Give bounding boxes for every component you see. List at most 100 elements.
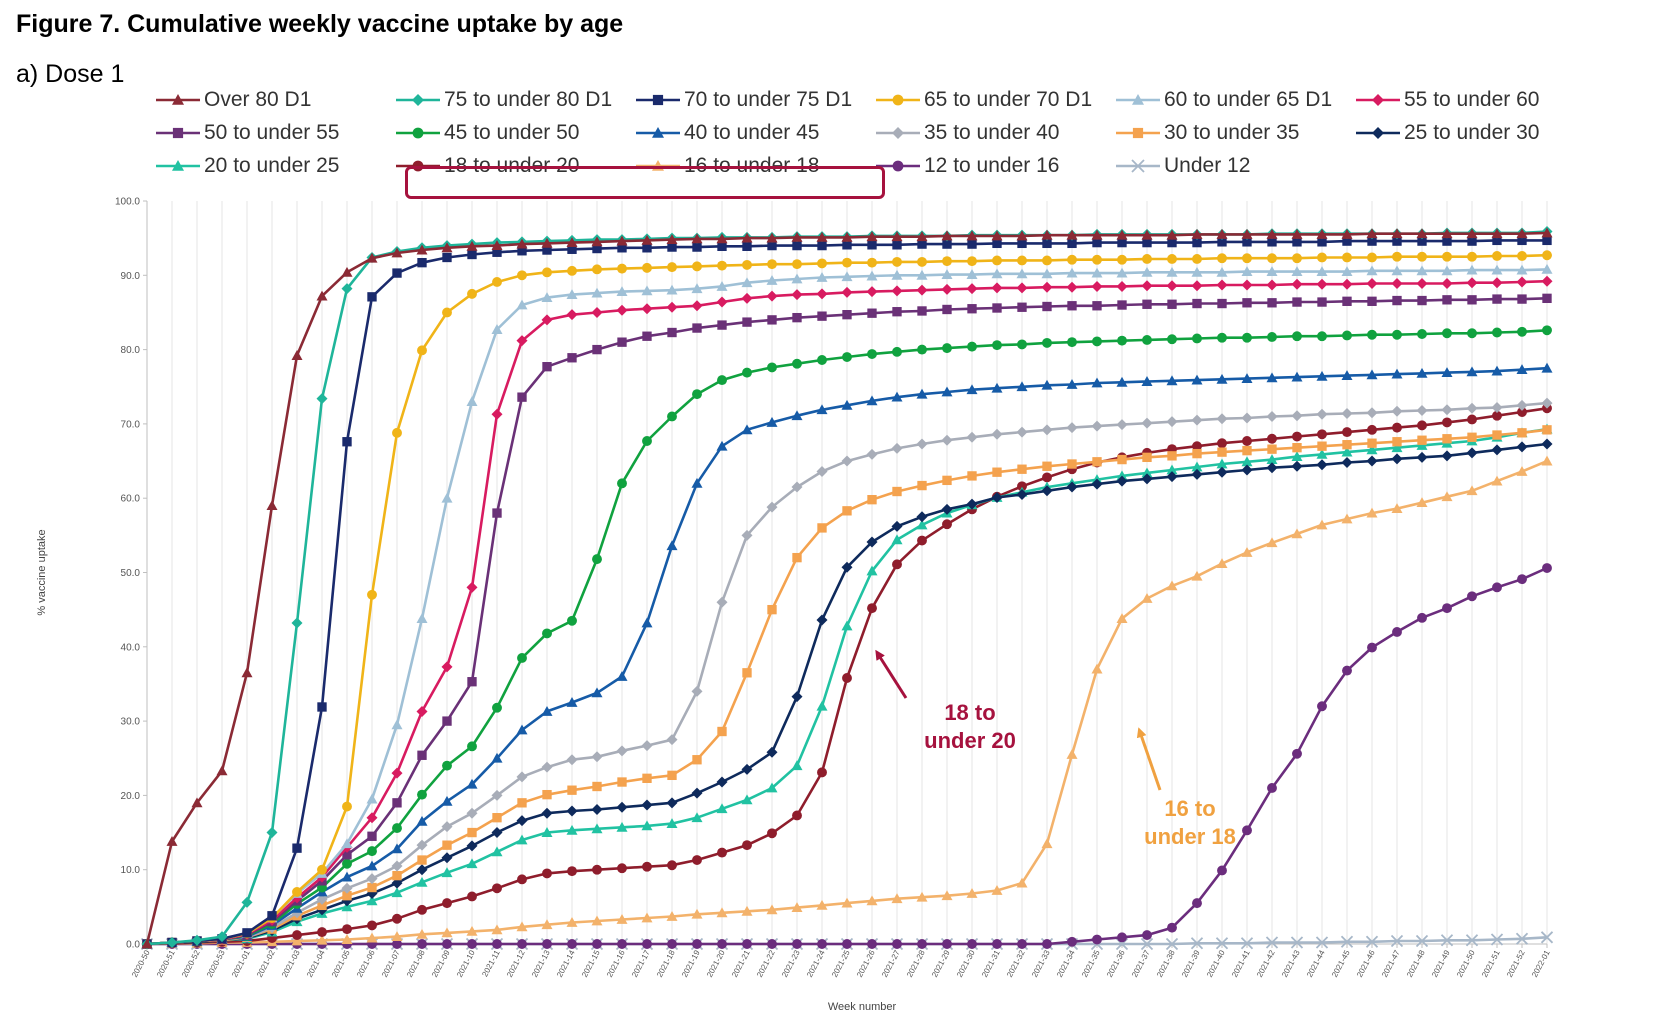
data-point	[316, 893, 328, 905]
data-point	[1067, 254, 1077, 265]
data-point	[1066, 229, 1078, 240]
data-point	[1166, 280, 1178, 292]
legend-swatch	[396, 94, 440, 106]
data-point	[1391, 228, 1403, 239]
x-tick-label: 2021-07	[380, 948, 402, 979]
data-point	[1316, 228, 1328, 239]
data-point	[417, 789, 427, 800]
data-point	[1517, 407, 1527, 417]
data-point	[1267, 444, 1277, 454]
data-point	[791, 410, 803, 421]
legend-swatch	[156, 160, 200, 171]
data-point	[1291, 371, 1303, 382]
data-point	[1242, 237, 1252, 247]
data-point	[291, 617, 303, 629]
data-point	[617, 337, 627, 347]
data-point	[1192, 298, 1202, 309]
data-point	[991, 382, 1003, 393]
data-point	[441, 852, 453, 864]
data-point	[866, 286, 878, 298]
data-point	[441, 242, 453, 253]
data-point	[1342, 440, 1352, 450]
data-point	[1067, 936, 1077, 947]
data-point	[1191, 374, 1203, 385]
data-point	[1091, 267, 1103, 278]
data-point	[417, 855, 427, 865]
data-point	[1116, 229, 1128, 240]
data-point	[1166, 580, 1178, 591]
data-point	[866, 395, 878, 406]
data-point	[942, 939, 952, 949]
data-point	[841, 271, 853, 282]
legend-item-70-to-under-75-d1: 70 to under 75 D1	[634, 85, 852, 115]
legend-swatch-marker	[892, 160, 904, 172]
data-point	[941, 890, 953, 901]
data-point	[717, 726, 727, 737]
data-point	[942, 304, 952, 315]
data-point	[1216, 558, 1228, 568]
series-35-to-under-40	[141, 397, 1553, 950]
data-point	[841, 897, 853, 908]
data-point	[341, 934, 353, 944]
data-point	[342, 850, 352, 860]
data-point	[692, 939, 702, 949]
data-point	[1492, 410, 1502, 421]
data-point	[791, 289, 803, 301]
data-point	[617, 243, 627, 253]
data-point	[916, 891, 928, 902]
x-tick-label: 2021-29	[930, 948, 952, 979]
y-tick-label: 80.0	[121, 345, 141, 356]
data-point	[1342, 252, 1352, 263]
data-point	[717, 320, 727, 330]
data-point	[392, 823, 402, 834]
data-point	[1116, 280, 1128, 292]
data-point	[542, 868, 552, 879]
data-point	[1466, 447, 1478, 459]
data-point	[1392, 422, 1402, 433]
data-point	[1116, 419, 1128, 431]
data-point	[1467, 251, 1477, 262]
data-point	[1317, 429, 1327, 440]
data-point	[1541, 227, 1553, 238]
data-point	[416, 928, 428, 939]
data-point	[792, 358, 802, 369]
data-point	[1217, 438, 1227, 449]
data-point	[617, 478, 627, 489]
data-point	[1492, 294, 1502, 304]
data-point	[1442, 417, 1452, 428]
legend-swatch-marker	[1132, 127, 1144, 139]
data-point	[1517, 294, 1527, 304]
data-point	[1541, 263, 1553, 274]
data-point	[1041, 268, 1053, 279]
x-tick-label: 2021-06	[355, 948, 377, 979]
x-tick-label: 2021-05	[330, 948, 352, 979]
data-point	[867, 349, 877, 360]
annotation-label-16-to-under-18: under 18	[1144, 824, 1236, 849]
data-point	[842, 939, 852, 949]
data-point	[542, 939, 552, 949]
data-point	[1091, 478, 1103, 490]
legend-swatch	[1116, 94, 1160, 105]
data-point	[492, 247, 502, 257]
legend-item-25-to-under-30: 25 to under 30	[1354, 118, 1539, 148]
data-point	[842, 310, 852, 320]
data-point	[1241, 412, 1253, 424]
legend-item-40-to-under-45: 40 to under 45	[634, 118, 819, 148]
data-point	[1216, 458, 1228, 469]
data-point	[1016, 282, 1028, 294]
data-point	[1192, 441, 1202, 452]
data-point	[1217, 447, 1227, 457]
data-point	[441, 492, 453, 503]
data-point	[1217, 237, 1227, 247]
data-point	[767, 939, 777, 949]
data-point	[1016, 877, 1028, 888]
data-point	[1041, 229, 1053, 240]
data-point	[817, 258, 827, 269]
data-point	[691, 685, 703, 697]
data-point	[1116, 470, 1128, 481]
data-point	[1142, 334, 1152, 345]
data-point	[766, 782, 778, 793]
data-point	[1417, 420, 1427, 431]
data-point	[642, 861, 652, 872]
data-point	[1141, 593, 1153, 603]
